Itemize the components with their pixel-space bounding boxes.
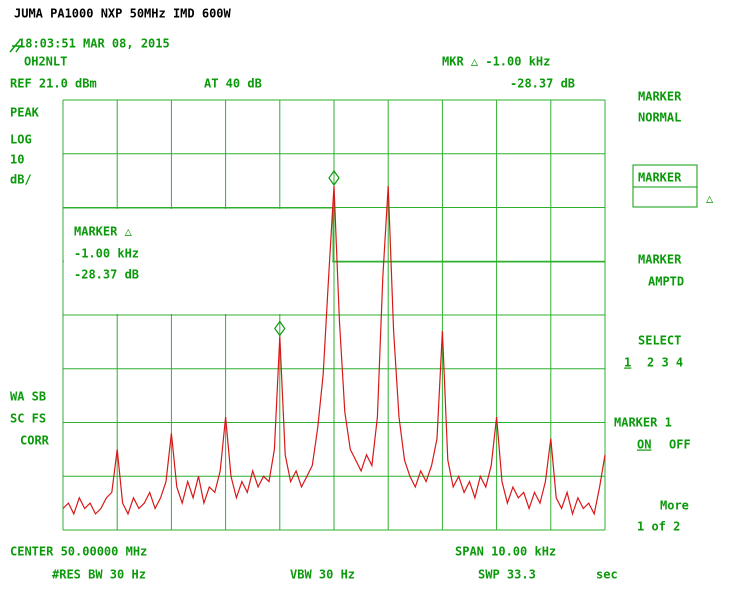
ref-level: REF 21.0 dBm (10, 77, 97, 91)
sc-fs: SC FS (10, 412, 46, 426)
marker-delta: -28.37 dB (510, 77, 575, 91)
wa-sb: WA SB (10, 390, 46, 404)
center-freq: CENTER 50.00000 MHz (10, 545, 147, 559)
title: JUMA PA1000 NXP 50MHz IMD 600W (14, 7, 232, 21)
softkey[interactable]: 2 3 4 (647, 356, 683, 370)
marker-diamond (274, 320, 286, 337)
softkey[interactable]: NORMAL (638, 111, 681, 125)
marker-box-outline (63, 207, 605, 263)
marker-box-title: MARKER △ (74, 225, 133, 239)
softkey[interactable]: More (660, 499, 689, 513)
span: SPAN 10.00 kHz (455, 545, 556, 559)
per-div: 10 (10, 153, 24, 167)
timestamp: 18:03:51 MAR 08, 2015 (18, 37, 170, 51)
marker-box-delta: -28.37 dB (74, 268, 139, 282)
softkey[interactable]: △ (706, 192, 714, 206)
marker-readout: MKR △ -1.00 kHz (442, 55, 550, 69)
softkey[interactable]: OFF (669, 438, 691, 452)
softkey[interactable]: 1 of 2 (637, 520, 680, 534)
graticule (62, 99, 606, 531)
callsign: OH2NLT (24, 55, 67, 69)
softkey[interactable]: SELECT (638, 334, 681, 348)
softkey[interactable]: MARKER 1 (614, 416, 672, 430)
corr: CORR (20, 434, 50, 448)
rbw: #RES BW 30 Hz (52, 568, 146, 582)
marker-diamond (328, 169, 340, 187)
softkey[interactable]: MARKER (638, 253, 682, 267)
softkey[interactable]: MARKER (638, 171, 682, 185)
scale: LOG (10, 133, 32, 147)
softkey[interactable]: 1 (624, 356, 631, 370)
vbw: VBW 30 Hz (290, 568, 355, 582)
detector: PEAK (10, 106, 40, 120)
softkey[interactable]: AMPTD (648, 275, 684, 289)
marker-box-freq: -1.00 kHz (74, 247, 139, 261)
logo (9, 39, 22, 53)
softkey-box (632, 164, 698, 208)
sweep: SWP 33.3 (478, 568, 536, 582)
marker-box-bg (64, 209, 332, 314)
unit: dB/ (10, 173, 32, 187)
sweep-unit: sec (596, 568, 618, 582)
attenuation: AT 40 dB (204, 77, 262, 91)
softkey[interactable]: MARKER (638, 90, 682, 104)
softkey[interactable]: ON (637, 438, 651, 452)
